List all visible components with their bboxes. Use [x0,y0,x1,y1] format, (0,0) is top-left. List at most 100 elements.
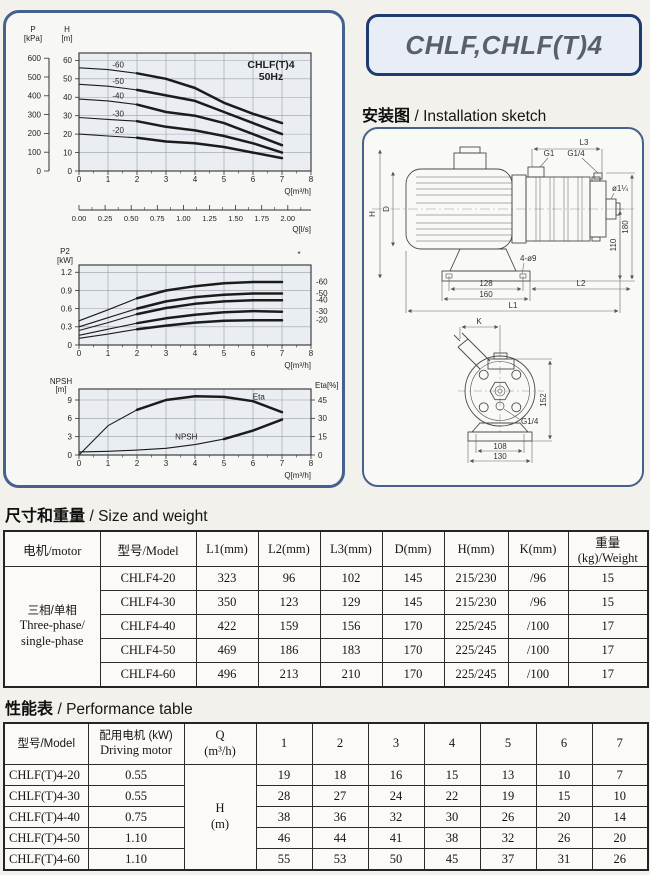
series-label: -50 [112,77,124,86]
lps-tick-label: 1.25 [202,214,217,223]
perf-head-cell: 16 [367,764,425,786]
series-label: -20 [316,316,328,325]
perf-power-cell: 0.75 [87,806,185,828]
perf-head-cell: 31 [535,848,593,871]
size-table-row: CHLF4-30 350 123 129 145 215/230/96 15 [4,590,649,615]
perf-head-cell: 15 [535,785,593,807]
size-table-row: CHLF4-50 469 186 183 170 225/245/100 17 [4,638,649,663]
series-line [135,318,284,331]
perf-model-cell: CHLF(T)4-20 [3,764,89,786]
bolt-holes-label: 4-ø9 [520,254,537,263]
head-flow-chart: -60 -50 -40 -30 -20 0 1 2 3 4 5 6 7 8 Q[m³/h] 0 10 20 30 40… [24,25,314,234]
perf-col-header: 6 [535,722,593,765]
perf-col-header: 3 [367,722,425,765]
size-cell: /100 [507,662,569,688]
series-label: Eta [253,392,266,401]
lps-tick-label: 0.25 [98,214,113,223]
perf-head-cell: 14 [591,806,649,828]
perf-table-row: CHLF(T)4-40 0.75 38 36 32 30 26 20 14 [3,806,649,828]
installation-sketch-panel: H D L3 G1 G1/4 ø1¼ 110 180 4-ø9 128 160 … [362,127,644,487]
front-g14-label: G1/4 [521,417,539,426]
series-line [135,72,284,125]
x-tick-label: 5 [222,459,227,468]
series-line [135,136,284,160]
size-cell: 129 [319,590,383,615]
x-tick-label: 7 [280,459,285,468]
size-cell: CHLF4-60 [99,662,197,688]
perf-head-cell: 10 [591,785,649,807]
perf-power-cell: 1.10 [87,827,185,849]
front-view-labels: K 152 G1/4 108 130 [476,317,548,461]
x-tick-label: 4 [193,175,198,184]
size-cell: 17 [567,614,649,639]
series-line [135,298,284,316]
size-cell: 145 [381,590,445,615]
lps-tick-label: 0.75 [150,214,165,223]
lps-tick-label: 0.50 [124,214,139,223]
size-cell: 469 [195,638,259,663]
perf-head-cell: 32 [367,806,425,828]
right-tick-label: 45 [318,396,327,405]
series-line [135,88,284,136]
perf-model-cell: CHLF(T)4-30 [3,785,89,807]
installation-heading-en: / Installation sketch [414,108,547,125]
x-tick-label: 1 [106,349,111,358]
size-cell: 496 [195,662,259,688]
size-cell: 170 [381,638,445,663]
x-axis-label: Q[m³/h] [284,361,311,370]
perf-power-cell: 0.55 [87,785,185,807]
series-line [135,119,284,154]
size-cell: 183 [319,638,383,663]
size-cell: 170 [381,614,445,639]
perf-head-cell: 38 [423,827,481,849]
p-tick-label: 500 [28,73,42,82]
x-tick-label: 6 [251,175,256,184]
power-flow-chart: -60 -50-40 -30-20 0 1 2 3 4 5 6 7 8 Q[m³/h] 0 0.3 0.6 0.… [57,247,328,370]
y-tick-label: 6 [68,414,73,423]
size-weight-table: 电机/motor 型号/Model L1(mm) L2(mm) L3(mm) D(mm) H… [3,530,649,688]
perf-table-row: CHLF(T)4-30 0.55 28 27 24 22 19 15 10 [3,785,649,807]
size-cell: CHLF4-20 [99,566,197,591]
x-tick-label: 4 [193,349,198,358]
side-view-dimensions [378,147,635,313]
size-cell: /96 [507,566,569,591]
series-line [135,103,284,147]
dim-180-label: 180 [621,220,630,234]
p-tick-label: 300 [28,110,42,119]
size-cell: 350 [195,590,259,615]
series-line-thin [78,83,138,91]
x-tick-label: 1 [106,175,111,184]
series-line-thin [78,328,138,339]
size-cell: 159 [257,614,321,639]
perf-col-header: 型号/Model [3,722,89,765]
y-tick-label: 50 [63,75,72,84]
x-tick-label: 5 [222,349,227,358]
size-cell: 156 [319,614,383,639]
series-line [135,309,284,325]
perf-col-header: 配用电机 (kW) Driving motor [87,722,185,765]
perf-power-cell: 1.10 [87,848,185,871]
perf-head-cell: 50 [367,848,425,871]
performance-heading: 性能表 / Performance table [5,695,193,719]
performance-curves-panel: -60 -50 -40 -30 -20 0 1 2 3 4 5 6 7 8 Q[m³/h] 0 10 20 30 40… [3,10,345,488]
perf-head-cell: 27 [311,785,369,807]
size-weight-heading-en: / Size and weight [89,508,208,525]
series-label: -60 [316,277,328,286]
motor-type-cell: 三相/单相 Three-phase/single-phase [3,566,101,688]
series-label: -60 [112,60,124,69]
y-axis-label: [kW] [57,256,73,265]
right-tick-label: 0 [318,451,323,460]
x-tick-label: 2 [135,459,140,468]
perf-table-row: CHLF(T)4-60 1.10 55 53 50 45 37 31 26 [3,848,649,871]
size-col-header: H(mm) [443,530,509,567]
series-line-thin [78,116,138,122]
size-cell: 323 [195,566,259,591]
lps-tick-label: 2.00 [280,214,295,223]
dim-108-label: 108 [493,442,507,451]
dim-152-label: 152 [539,393,548,407]
perf-table-body: CHLF(T)4-20 0.55 H (m) 19 18 16 15 13 10 7 CHLF(T)4… [3,764,649,871]
x-tick-label: 8 [309,459,314,468]
x-tick-label: 6 [251,349,256,358]
perf-col-header: 5 [479,722,537,765]
y-tick-label: 40 [63,93,72,102]
